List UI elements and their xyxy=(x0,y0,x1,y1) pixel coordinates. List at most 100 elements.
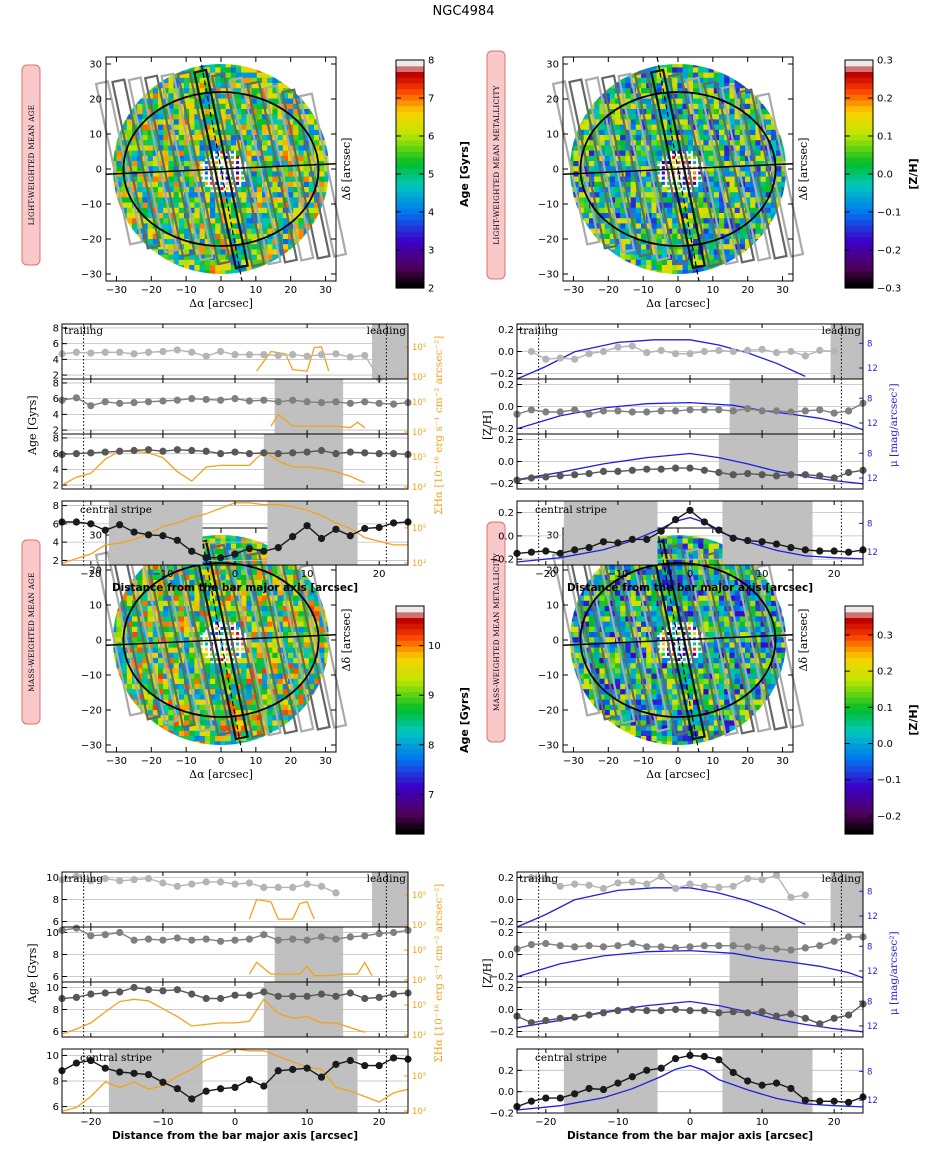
map-spaxel xyxy=(256,580,263,586)
map-spaxel xyxy=(615,207,621,214)
map-spaxel xyxy=(314,595,320,602)
map-spaxel xyxy=(189,64,195,68)
map-spaxel xyxy=(578,72,585,79)
map-spaxel xyxy=(589,166,595,172)
map-spaxel xyxy=(609,98,616,105)
map-spaxel xyxy=(755,140,762,146)
map-spaxel xyxy=(651,207,658,214)
map-spaxel xyxy=(194,98,201,105)
map-spaxel xyxy=(210,270,216,274)
map-spaxel xyxy=(583,114,590,120)
map-spaxel xyxy=(303,192,310,198)
map-spaxel xyxy=(609,140,616,146)
map-spaxel xyxy=(303,135,310,141)
map-spaxel xyxy=(142,192,149,198)
map-spaxel xyxy=(220,265,227,271)
map-spaxel xyxy=(776,166,782,172)
map-spaxel xyxy=(210,595,216,602)
map-spaxel xyxy=(256,171,263,178)
map-spaxel xyxy=(667,140,673,146)
map-spaxel xyxy=(687,161,691,165)
map-spaxel xyxy=(152,171,159,178)
map-spaxel xyxy=(116,249,123,256)
map-spaxel xyxy=(661,145,668,152)
map-spaxel xyxy=(210,119,216,126)
map-spaxel xyxy=(635,202,642,209)
map-spaxel xyxy=(651,98,658,105)
map-spaxel xyxy=(116,150,123,157)
map-spaxel xyxy=(771,187,777,193)
map-spaxel xyxy=(142,265,149,271)
map-spaxel xyxy=(578,109,585,115)
map-spaxel xyxy=(641,119,647,126)
colorbar-segment xyxy=(396,77,424,84)
map-spaxel xyxy=(178,77,185,84)
map-spaxel xyxy=(750,103,756,110)
map-spaxel xyxy=(771,275,777,281)
map-spaxel xyxy=(230,202,237,209)
map-spaxel xyxy=(750,161,756,167)
map-spaxel xyxy=(308,197,315,204)
map-spaxel xyxy=(215,600,221,607)
map-spaxel xyxy=(308,114,315,120)
stripe-rect xyxy=(127,76,179,254)
map-spaxel xyxy=(656,64,663,68)
map-spaxel xyxy=(635,77,642,84)
map-spaxel xyxy=(152,103,159,110)
bar-stripe xyxy=(650,68,706,270)
map-spaxel xyxy=(194,192,201,198)
map-spaxel xyxy=(184,64,190,68)
map-spaxel xyxy=(256,103,263,110)
colorbar-segment xyxy=(396,231,424,238)
map-spaxel xyxy=(615,259,621,266)
map-spaxel xyxy=(194,585,201,591)
map-spaxel xyxy=(745,93,751,100)
map-spaxel xyxy=(121,145,128,152)
map-spaxel xyxy=(713,150,720,157)
map-spaxel xyxy=(667,93,673,100)
map-spaxel xyxy=(682,213,689,219)
map-spaxel xyxy=(646,187,652,193)
map-spaxel xyxy=(324,574,330,581)
map-spaxel xyxy=(724,233,730,240)
map-spaxel xyxy=(755,192,762,198)
map-spaxel xyxy=(677,249,684,256)
map-spaxel xyxy=(604,192,611,198)
map-spaxel xyxy=(116,57,122,63)
map-spaxel xyxy=(116,155,123,162)
map-spaxel xyxy=(734,67,741,74)
map-spaxel xyxy=(184,176,190,183)
map-spaxel xyxy=(147,129,154,136)
map-spaxel xyxy=(583,254,590,261)
map-spaxel xyxy=(231,57,237,63)
map-spaxel xyxy=(781,187,787,193)
map-spaxel xyxy=(734,124,741,131)
map-spaxel xyxy=(656,114,663,120)
map-spaxel xyxy=(293,77,299,84)
map-spaxel xyxy=(189,249,195,256)
map-spaxel xyxy=(204,114,211,120)
map-spaxel xyxy=(163,150,169,157)
map-spaxel xyxy=(573,207,580,214)
map-spaxel xyxy=(641,166,647,172)
map-spaxel xyxy=(137,64,143,68)
map-spaxel xyxy=(569,223,574,230)
map-spaxel xyxy=(194,590,201,597)
map-spaxel xyxy=(589,233,595,240)
map-spaxel xyxy=(283,57,289,63)
map-spaxel xyxy=(583,249,590,256)
map-spaxel xyxy=(230,270,237,274)
map-spaxel xyxy=(324,569,330,576)
map-spaxel xyxy=(729,64,736,68)
map-spaxel xyxy=(112,135,117,141)
map-spaxel xyxy=(620,239,626,245)
map-spaxel xyxy=(282,135,289,141)
map-spaxel xyxy=(750,275,756,281)
map-spaxel xyxy=(667,275,673,281)
map-spaxel xyxy=(112,228,117,235)
map-spaxel xyxy=(189,57,195,63)
map-spaxel xyxy=(755,114,762,120)
map-spaxel xyxy=(126,270,133,274)
map-spaxel xyxy=(609,218,616,224)
map-spaxel xyxy=(578,265,585,271)
